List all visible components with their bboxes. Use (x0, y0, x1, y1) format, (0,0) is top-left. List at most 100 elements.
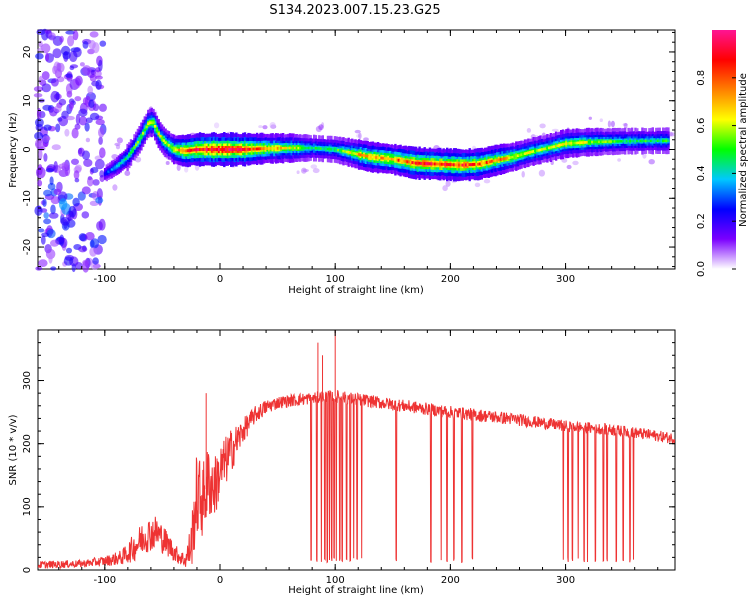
noise-cell (81, 186, 91, 195)
ridge-cell (452, 163, 456, 167)
ridge-cell (478, 162, 482, 166)
ridge-cell (394, 158, 397, 161)
y-tick-label: 10 (22, 94, 33, 107)
ridge-cell (314, 147, 318, 150)
ridge-cell (371, 155, 375, 159)
ridge-cell (547, 146, 551, 150)
speckle-cell (262, 125, 268, 130)
noise-cell (97, 234, 107, 245)
ridge-cell (525, 151, 528, 155)
ridge-cell (532, 150, 535, 153)
ridge-cell (442, 162, 445, 166)
ridge-cell (311, 146, 314, 150)
noise-cell (73, 47, 82, 58)
ridge-cell (459, 163, 463, 167)
colorbar-tick-label: 0.6 (696, 118, 707, 134)
ridge-cell (335, 148, 338, 151)
ridge-cell (406, 160, 409, 164)
ridge-cell (570, 142, 573, 145)
ridge-cell (326, 147, 330, 151)
noise-cell (37, 47, 44, 53)
ridge-cell (359, 153, 362, 157)
ridge-cell (179, 149, 183, 152)
ridge-cell (159, 135, 162, 138)
ridge-cell (126, 156, 129, 159)
ridge-cell (278, 147, 281, 150)
noise-cell (52, 48, 62, 59)
ridge-cell (471, 163, 475, 166)
noise-cell (73, 170, 80, 180)
ridge-cell (653, 139, 656, 142)
ridge-cell (124, 157, 127, 160)
noise-cell (50, 78, 59, 87)
ridge-cell (347, 151, 350, 154)
ridge-cell (281, 146, 285, 150)
noise-cell (67, 35, 75, 47)
noise-cell (42, 135, 50, 143)
ridge-cell (554, 144, 558, 148)
ridge-cell (240, 148, 243, 152)
noise-cell (48, 32, 56, 41)
ridge-cell (528, 151, 532, 154)
y-tick-label: 200 (22, 434, 33, 453)
ridge-cell (504, 157, 508, 160)
noise-cell (38, 228, 45, 233)
colorbar-tick-label: 0.8 (696, 70, 707, 86)
noise-cell (98, 136, 103, 145)
ridge-cell (245, 148, 248, 151)
ridge-cell (518, 154, 521, 157)
ridge-cell (572, 141, 575, 145)
noise-cell (48, 253, 53, 264)
ridge-cell (152, 121, 155, 124)
noise-cell (65, 247, 73, 254)
ridge-cell (143, 128, 146, 132)
spectrogram-marks (33, 28, 675, 273)
snr-plot: -100 0 100 200 300 0 100 200 300 Height of stra… (8, 329, 676, 596)
ridge-cell (401, 159, 404, 163)
ridge-cell (458, 163, 461, 167)
ridge-cell (418, 161, 421, 165)
ridge-cell (456, 163, 459, 167)
ridge-cell (254, 147, 257, 151)
noise-cell (89, 31, 99, 38)
noise-cell (58, 98, 67, 106)
ridge-cell (363, 154, 366, 157)
ridge-cell (171, 146, 174, 150)
ridge-cell (539, 148, 542, 152)
ridge-cell (121, 160, 124, 163)
ridge-cell (160, 137, 164, 140)
ridge-cell (181, 149, 184, 152)
ridge-cell (558, 144, 561, 147)
ridge-cell (560, 143, 563, 147)
ridge-cell (651, 139, 654, 143)
noise-cell (95, 119, 105, 126)
ridge-cell (637, 139, 641, 143)
ridge-cell (632, 139, 635, 143)
ridge-cell (617, 140, 620, 143)
ridge-cell (226, 148, 229, 151)
ridge-cell (204, 148, 207, 151)
noise-cell (82, 41, 89, 49)
ridge-cell (580, 141, 584, 144)
ridge-cell (300, 146, 304, 150)
speckle-cell (561, 158, 568, 163)
noise-cell (75, 75, 83, 86)
ridge-cell (154, 125, 157, 128)
spectrogram-y-ticks: -20 -10 0 10 20 (22, 31, 675, 268)
ridge-cell (288, 146, 292, 150)
ridge-cell (549, 146, 553, 149)
noise-cell (42, 198, 47, 207)
noise-cell (33, 86, 44, 92)
ridge-cell (667, 139, 670, 142)
speckle-cell (176, 164, 181, 172)
speckle-cell (112, 154, 117, 160)
ridge-cell (561, 143, 565, 146)
speckle-cell (521, 171, 525, 178)
y-tick-label: 100 (22, 497, 33, 516)
noise-cell (64, 128, 70, 137)
speckle-cell (115, 144, 121, 150)
ridge-cell (173, 148, 176, 151)
noise-cell (46, 229, 56, 239)
ridge-cell (207, 148, 210, 151)
ridge-cell (236, 148, 240, 152)
